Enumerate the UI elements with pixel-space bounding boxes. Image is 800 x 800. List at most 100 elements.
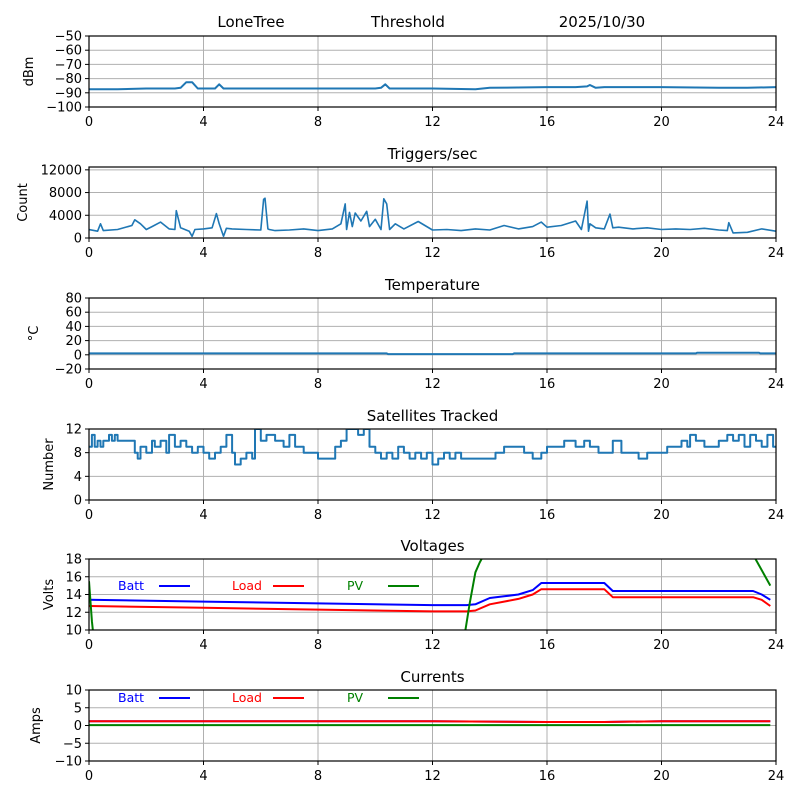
legend-label-batt: Batt (118, 690, 144, 705)
x-tick-label: 0 (85, 246, 93, 261)
x-tick-label: 24 (768, 246, 785, 261)
x-tick-label: 0 (85, 377, 93, 392)
x-tick-label: 4 (199, 638, 207, 653)
x-tick-label: 8 (314, 115, 322, 130)
y-tick-label: 10 (65, 624, 82, 639)
y-tick-label: 0 (74, 348, 82, 363)
legend-label-load: Load (232, 690, 262, 705)
panel-satellites: Satellites Tracked 0 4 8 12 16 20 24 0 4 8 12 Number (42, 407, 784, 523)
panel-triggers: Triggers/sec 0 4 8 12 16 20 24 0 4000 8000 12000 Cou… (16, 145, 784, 261)
x-tick-label: 16 (539, 769, 556, 784)
x-tick-label: 20 (653, 508, 670, 523)
x-tick-label: 8 (314, 246, 322, 261)
x-tick-label: 12 (424, 638, 441, 653)
header-date: 2025/10/30 (559, 13, 645, 31)
x-tick-label: 24 (768, 508, 785, 523)
x-tick-label: 4 (199, 246, 207, 261)
x-tick-label: 20 (653, 377, 670, 392)
chart-title: Triggers/sec (387, 145, 478, 163)
y-axis-label: Count (16, 183, 31, 222)
x-tick-label: 12 (424, 769, 441, 784)
y-tick-label: −70 (55, 58, 82, 73)
series-line-load (89, 588, 771, 613)
legend-label-load: Load (232, 578, 262, 593)
y-tick-label: 8 (74, 446, 82, 461)
y-tick-label: 5 (74, 701, 82, 716)
x-tick-label: 24 (768, 115, 785, 130)
header-station: LoneTree (217, 13, 284, 31)
x-tick-label: 12 (424, 377, 441, 392)
y-tick-label: 80 (65, 292, 82, 307)
y-tick-label: 40 (65, 320, 82, 335)
series-line-threshold (89, 81, 776, 91)
series-line-batt (89, 582, 771, 607)
chart-title: Currents (400, 668, 464, 686)
x-tick-label: 0 (85, 508, 93, 523)
x-tick-label: 0 (85, 638, 93, 653)
x-tick-label: 8 (314, 638, 322, 653)
y-tick-label: 12 (65, 606, 82, 621)
y-tick-label: −100 (46, 101, 82, 116)
series-line-load (89, 720, 771, 723)
x-tick-label: 16 (539, 246, 556, 261)
x-tick-label: 12 (424, 115, 441, 130)
x-tick-label: 8 (314, 769, 322, 784)
y-axis-label: Number (42, 438, 57, 491)
x-tick-label: 16 (539, 508, 556, 523)
x-tick-label: 4 (199, 115, 207, 130)
y-tick-label: 16 (65, 570, 82, 585)
y-tick-label: −80 (55, 72, 82, 87)
y-tick-label: 12000 (41, 163, 82, 178)
y-tick-label: 12 (65, 423, 82, 438)
y-tick-label: 18 (65, 553, 82, 568)
panel-voltages: Voltages Batt Load PV 0 4 8 12 16 20 24 10 12 14 16 18 V… (42, 537, 784, 653)
panel-threshold: 0 4 8 12 16 20 24 −100−90−80−70−60−50 dBm (22, 30, 784, 131)
header-mode: Threshold (370, 13, 445, 31)
y-axis-label: Amps (29, 707, 44, 744)
legend-label-pv: PV (347, 578, 364, 593)
y-axis-label: °C (27, 326, 42, 342)
y-tick-label: 0 (74, 494, 82, 509)
x-tick-label: 0 (85, 769, 93, 784)
x-tick-label: 4 (199, 508, 207, 523)
y-tick-label: 10 (65, 684, 82, 699)
x-tick-label: 20 (653, 246, 670, 261)
legend-label-pv: PV (347, 690, 364, 705)
y-tick-label: −60 (55, 44, 82, 59)
legend-label-batt: Batt (118, 578, 144, 593)
panel-currents: Currents Batt Load PV 0 4 8 12 16 20 24 −10 −5 0 5 10 Am… (29, 668, 784, 784)
y-tick-label: 14 (65, 588, 82, 603)
series-line-temperature (89, 351, 776, 356)
x-tick-label: 20 (653, 638, 670, 653)
y-tick-label: 0 (74, 232, 82, 247)
y-tick-label: −90 (55, 86, 82, 101)
chart-title: Temperature (384, 276, 480, 294)
y-tick-label: −20 (55, 363, 82, 378)
x-tick-label: 24 (768, 377, 785, 392)
series-line-satellites (89, 429, 776, 466)
y-tick-label: 0 (74, 719, 82, 734)
x-tick-label: 16 (539, 638, 556, 653)
y-tick-label: 60 (65, 306, 82, 321)
x-tick-label: 4 (199, 377, 207, 392)
x-tick-label: 20 (653, 769, 670, 784)
x-tick-label: 12 (424, 246, 441, 261)
x-tick-label: 20 (653, 115, 670, 130)
x-tick-label: 24 (768, 638, 785, 653)
y-tick-label: −10 (55, 755, 82, 770)
x-tick-label: 24 (768, 769, 785, 784)
x-tick-label: 8 (314, 377, 322, 392)
y-tick-label: 20 (65, 334, 82, 349)
chart-title: Satellites Tracked (367, 407, 498, 425)
x-tick-label: 16 (539, 115, 556, 130)
y-tick-label: −50 (55, 30, 82, 45)
x-tick-label: 16 (539, 377, 556, 392)
y-tick-label: 8000 (49, 186, 82, 201)
y-tick-label: 4 (74, 470, 82, 485)
x-tick-label: 0 (85, 115, 93, 130)
y-axis-label: Volts (42, 579, 57, 611)
x-tick-label: 4 (199, 769, 207, 784)
x-tick-label: 8 (314, 508, 322, 523)
